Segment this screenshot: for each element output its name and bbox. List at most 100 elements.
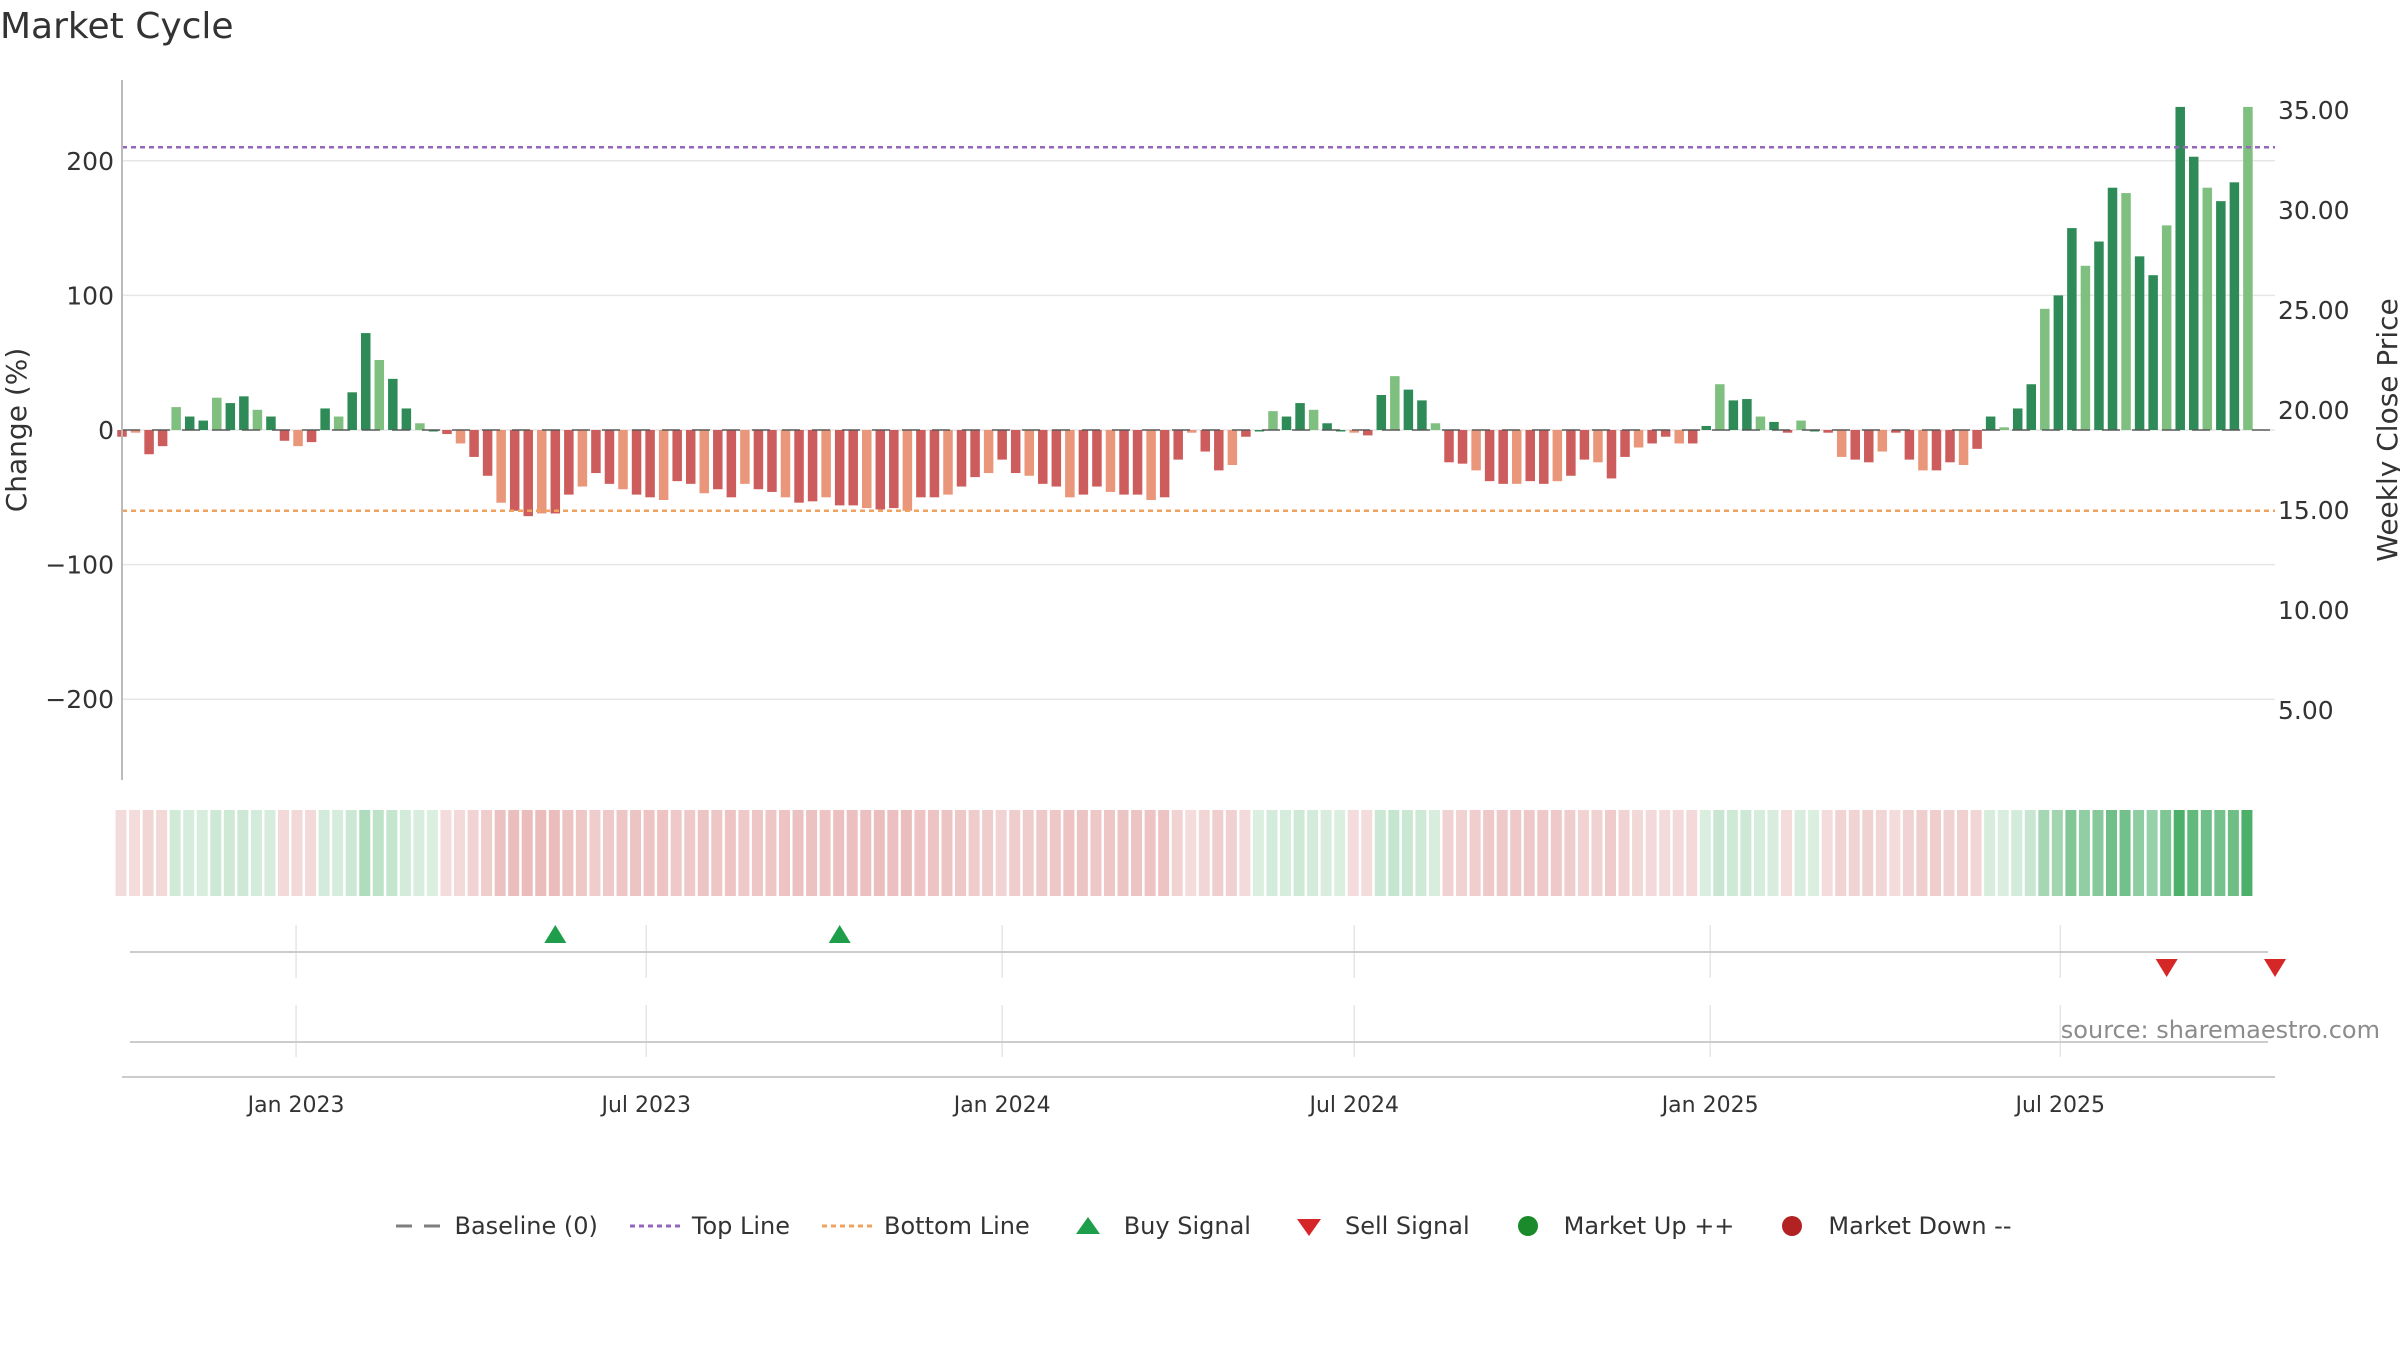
bar: [1742, 399, 1752, 430]
bar: [1782, 430, 1793, 433]
bar: [266, 416, 276, 430]
x-tick-label: Jul 2023: [599, 1093, 691, 1118]
bar: [1958, 430, 1969, 465]
bar: [2229, 182, 2240, 430]
heat-strip-cell: [806, 810, 818, 896]
heat-strip-cell: [399, 810, 411, 896]
bar: [1891, 430, 1901, 433]
bar: [1660, 430, 1671, 437]
bar: [943, 430, 953, 495]
heat-strip-cell: [1550, 810, 1562, 896]
heat-strip-cell: [1835, 810, 1847, 896]
bar: [496, 430, 506, 503]
bar: [685, 430, 696, 484]
bar: [1105, 430, 1116, 492]
legend-label: Market Up ++: [1563, 1212, 1735, 1240]
heat-strip-cell: [1929, 810, 1941, 896]
heat-strip-cell: [291, 810, 303, 896]
heat-strip-cell: [1523, 810, 1535, 896]
bar: [713, 430, 723, 490]
legend-label: Buy Signal: [1123, 1212, 1251, 1240]
bar: [239, 396, 249, 430]
heat-strip-cell: [1239, 810, 1251, 896]
bar: [1633, 430, 1644, 448]
y-axis-label-right: Weekly Close Price: [2371, 298, 2400, 561]
bar: [740, 430, 750, 484]
heat-strip-cell: [738, 810, 750, 896]
heat-strip-cell: [1997, 810, 2009, 896]
heat-strip-cell: [467, 810, 479, 896]
heat-strip-cell: [521, 810, 533, 896]
legend-item: Buy Signal: [1058, 1211, 1251, 1241]
bar: [2080, 265, 2091, 430]
bar: [2040, 308, 2050, 430]
bar: [929, 430, 940, 498]
heat-strip-cell: [643, 810, 655, 896]
heat-strip-cell: [616, 810, 628, 896]
bar: [1701, 425, 1712, 430]
heat-strip-cell: [1009, 810, 1021, 896]
x-tick-label: Jul 2025: [2014, 1093, 2106, 1118]
heat-strip-cell: [2146, 810, 2158, 896]
heat-strip-cell: [548, 810, 560, 896]
bar: [889, 430, 899, 509]
bar: [2148, 275, 2158, 430]
bar: [1606, 430, 1617, 479]
heat-strip-cell: [1456, 810, 1468, 896]
bar: [983, 430, 994, 474]
bar: [171, 407, 181, 430]
bar: [1796, 420, 1806, 430]
bar: [1146, 430, 1156, 500]
heat-strip-cell: [1185, 810, 1197, 896]
bar: [1525, 430, 1536, 482]
bar: [1227, 430, 1238, 465]
heat-strip-cell: [1469, 810, 1481, 896]
heat-strip-cell: [1428, 810, 1440, 896]
bar: [2121, 193, 2131, 430]
legend-swatch-dotted: [629, 1224, 682, 1228]
heat-strip-cell: [955, 810, 967, 896]
heat-strip-cell: [1767, 810, 1779, 896]
heat-strip-cell: [1537, 810, 1549, 896]
heat-strip-cell: [779, 810, 791, 896]
bar: [184, 416, 195, 430]
bar: [564, 430, 574, 495]
bar: [1566, 430, 1576, 476]
bar: [1322, 423, 1332, 430]
bar: [509, 430, 520, 511]
bar: [618, 430, 628, 490]
heat-strip-cell: [2173, 810, 2185, 896]
bar: [1254, 430, 1265, 432]
heat-strip-cell: [1198, 810, 1210, 896]
bar: [130, 430, 141, 433]
heat-strip-cell: [359, 810, 371, 896]
heat-strip-cell: [386, 810, 398, 896]
bar: [1010, 430, 1021, 474]
bar: [2134, 256, 2145, 430]
heat-strip-cell: [1171, 810, 1183, 896]
heat-strip-cell: [1388, 810, 1400, 896]
grid-layer: [122, 160, 2275, 1057]
bar: [902, 430, 913, 511]
legend-label: Bottom Line: [884, 1212, 1030, 1240]
x-tick-label: Jul 2024: [1307, 1093, 1399, 1118]
heat-strip-cell: [751, 810, 763, 896]
bar: [658, 430, 669, 500]
bar: [2067, 228, 2077, 430]
heat-strip-cell: [1252, 810, 1264, 896]
legend-label: Top Line: [691, 1212, 791, 1240]
heat-strip-cell: [115, 810, 127, 896]
heat-strip-cell: [1320, 810, 1332, 896]
bar: [780, 430, 791, 498]
heat-strip-cell: [440, 810, 452, 896]
bar: [523, 430, 533, 517]
heat-strip-cell: [1632, 810, 1644, 896]
heat-strip-cell: [1970, 810, 1982, 896]
bar: [388, 378, 398, 430]
heat-strip-cell: [724, 810, 736, 896]
heat-strip-cell: [413, 810, 425, 896]
bar: [1457, 430, 1468, 464]
bar: [645, 430, 655, 498]
heat-strip-cell: [873, 810, 885, 896]
heat-strip-cell: [2200, 810, 2212, 896]
